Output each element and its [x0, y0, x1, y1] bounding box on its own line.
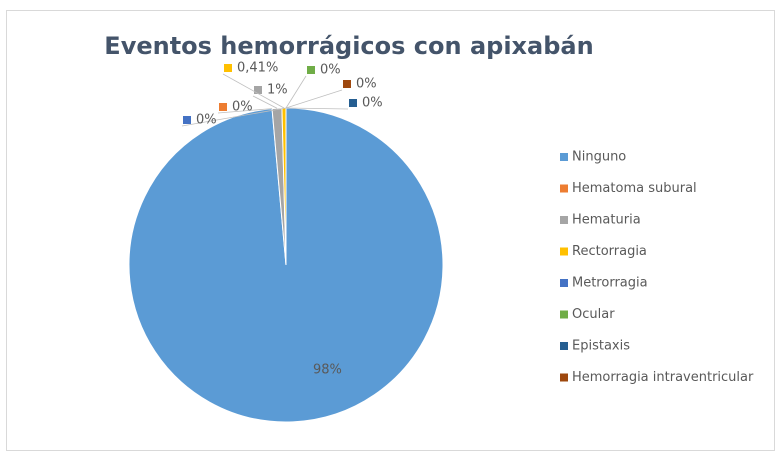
- legend-swatch: [560, 342, 568, 350]
- data-label: 1%: [267, 83, 288, 98]
- leader-line: [285, 75, 307, 109]
- legend-label: Rectorragia: [572, 244, 647, 259]
- legend-swatch: [560, 247, 568, 256]
- chart-title: Eventos hemorrágicos con apixabán: [104, 32, 593, 60]
- label-swatch: [254, 86, 262, 94]
- leader-line: [217, 108, 273, 114]
- leader-line: [222, 73, 285, 109]
- leader-line: [285, 107, 349, 110]
- legend-swatch: [560, 216, 568, 224]
- label-swatch: [300, 366, 308, 374]
- data-label: 0%: [232, 100, 253, 115]
- leader-line: [181, 107, 287, 127]
- legend-swatch: [560, 310, 568, 319]
- data-label: 0%: [356, 77, 377, 92]
- legend-swatch: [560, 279, 568, 287]
- legend-swatch: [560, 184, 568, 193]
- label-swatch: [349, 99, 357, 107]
- legend-label: Hematuria: [572, 213, 641, 228]
- label-swatch: [343, 80, 351, 88]
- data-label: 0%: [362, 96, 383, 111]
- legend-label: Epistaxis: [572, 339, 630, 354]
- label-swatch: [219, 103, 227, 111]
- data-label: 0%: [320, 63, 341, 78]
- data-label: 0,41%: [237, 61, 278, 76]
- leader-line: [252, 95, 278, 109]
- legend-label: Metrorragia: [572, 276, 648, 291]
- label-swatch: [307, 66, 315, 74]
- legend-swatch: [560, 373, 568, 382]
- legend-label: Hematoma subural: [572, 181, 697, 196]
- legend-swatch: [560, 153, 568, 161]
- legend-label: Ninguno: [572, 150, 626, 165]
- label-swatch: [224, 64, 232, 72]
- legend-label: Hemorragia intraventricular: [572, 370, 754, 385]
- legend-label: Ocular: [572, 307, 615, 322]
- label-swatch: [183, 116, 191, 124]
- data-label: 0%: [196, 113, 217, 128]
- data-label: 98%: [313, 363, 342, 378]
- leader-line: [285, 89, 343, 109]
